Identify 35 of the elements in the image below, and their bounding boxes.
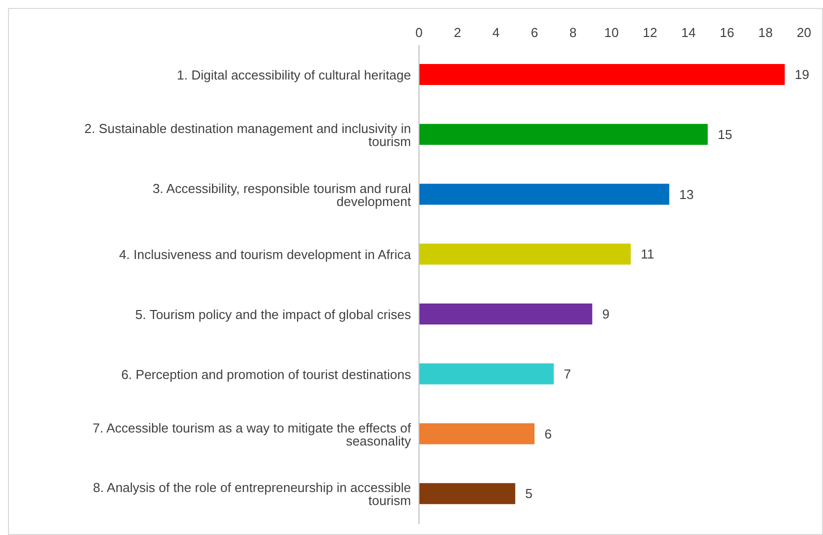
y-tick-label: 2. Sustainable destination management and inclusivity in tourism bbox=[84, 120, 411, 149]
y-tick-label: 1. Digital accessibility of cultural heritage bbox=[176, 68, 411, 83]
x-tick-label: 12 bbox=[642, 25, 658, 40]
y-tick-label: 4. Inclusiveness and tourism development in Africa bbox=[119, 247, 412, 262]
bar bbox=[419, 483, 516, 504]
x-tick-label: 14 bbox=[681, 25, 696, 40]
x-tick-label: 0 bbox=[415, 25, 423, 40]
data-label: 9 bbox=[602, 306, 610, 322]
y-tick-label: 3. Accessibility, responsible tourism and rural development bbox=[152, 180, 412, 209]
x-tick-label: 10 bbox=[604, 25, 619, 40]
data-label: 11 bbox=[640, 246, 654, 262]
data-label: 15 bbox=[718, 126, 732, 142]
y-tick-label: 6. Perception and promotion of tourist destinations bbox=[121, 366, 412, 382]
bar bbox=[419, 124, 708, 145]
bar bbox=[419, 244, 631, 265]
x-tick-label: 8 bbox=[569, 25, 577, 40]
y-tick-label: 5. Tourism policy and the impact of global crises bbox=[135, 307, 412, 322]
data-label: 7 bbox=[564, 366, 571, 382]
data-label: 6 bbox=[544, 426, 552, 442]
bar bbox=[419, 423, 534, 444]
bar bbox=[419, 64, 785, 85]
y-tick-label: 7. Accessible tourism as a way to mitigate the effects of seasonality bbox=[92, 420, 412, 448]
x-tick-label: 6 bbox=[530, 25, 538, 40]
data-label: 13 bbox=[679, 186, 694, 202]
data-label: 5 bbox=[525, 486, 532, 502]
bar bbox=[419, 363, 554, 384]
data-label: 19 bbox=[794, 67, 810, 82]
x-tick-label: 20 bbox=[796, 25, 812, 40]
x-tick-label: 4 bbox=[492, 25, 500, 40]
x-tick-label: 2 bbox=[454, 25, 462, 40]
y-tick-label: 8. Analysis of the role of entrepreneurship in accessible tourism bbox=[93, 480, 411, 508]
x-tick-label: 18 bbox=[758, 25, 773, 40]
x-tick-label: 16 bbox=[720, 25, 734, 40]
bar bbox=[419, 304, 592, 324]
bar bbox=[419, 184, 670, 205]
